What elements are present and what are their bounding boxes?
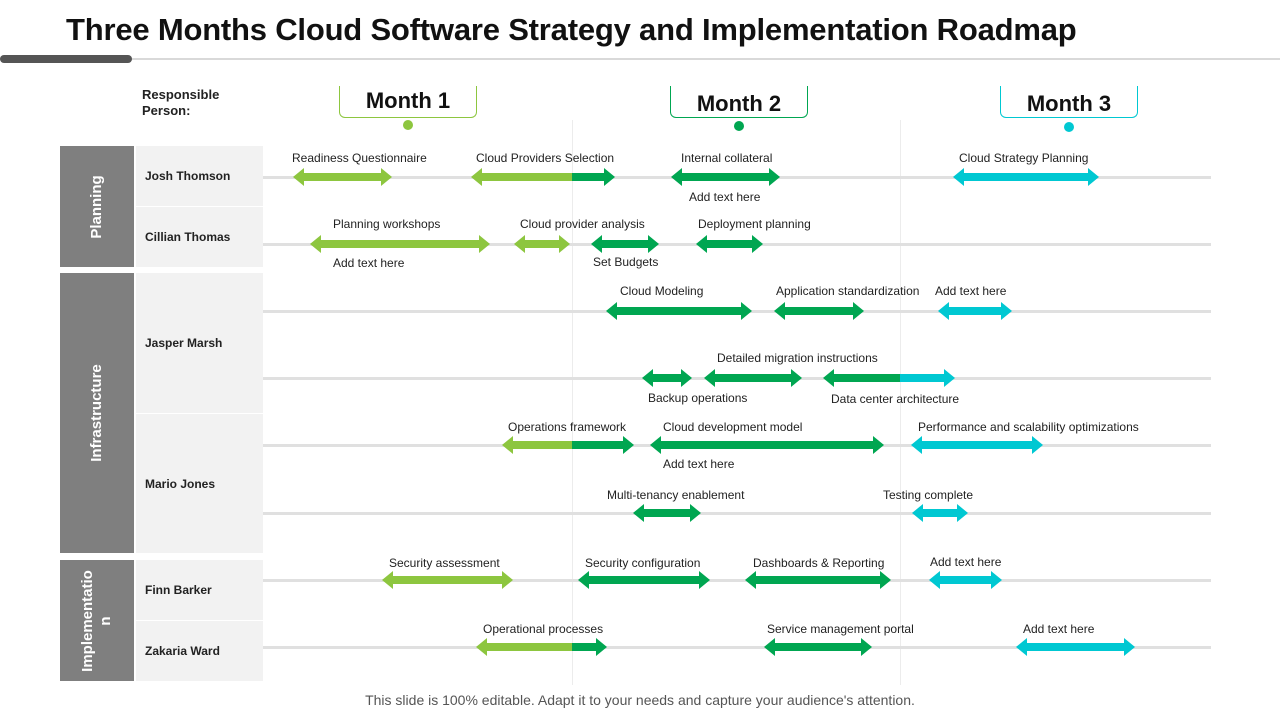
task-arrow	[310, 235, 490, 253]
task-label: Cloud provider analysis	[520, 217, 645, 231]
person-cell: Zakaria Ward	[136, 621, 263, 681]
row-track	[263, 579, 1211, 582]
task-label: Backup operations	[648, 391, 748, 405]
task-label: Testing complete	[883, 488, 974, 502]
task-label: Security configuration	[585, 556, 701, 570]
task-arrow	[929, 571, 1002, 589]
task-arrow	[642, 369, 692, 387]
task-arrow	[1016, 638, 1135, 656]
task-label: Add text here	[689, 190, 761, 204]
month-1-header: Month 1	[339, 86, 477, 130]
task-label: Internal collateral	[681, 151, 773, 165]
task-arrow	[471, 168, 572, 186]
task-label: Service management portal	[767, 622, 914, 636]
person-cell: Jasper Marsh	[136, 273, 263, 413]
person-name: Josh Thomson	[145, 169, 231, 183]
task-arrow	[696, 235, 763, 253]
task-arrow	[774, 302, 864, 320]
row-track	[263, 646, 1211, 649]
task-arrow	[704, 369, 802, 387]
task-label: Detailed migration instructions	[717, 351, 878, 365]
task-label: Security assessment	[389, 556, 500, 570]
month-divider-1	[572, 120, 573, 685]
task-arrow	[912, 504, 968, 522]
task-label: Add text here	[663, 457, 735, 471]
task-label: Cloud Providers Selection	[476, 151, 615, 165]
month-3-header: Month 3	[1000, 86, 1138, 132]
category-planning: Planning	[60, 146, 134, 267]
month-3-label: Month 3	[1026, 91, 1112, 116]
task-arrow	[938, 302, 1012, 320]
task-arrow	[572, 436, 634, 454]
task-label: Add text here	[935, 284, 1007, 298]
category-infrastructure: Infrastructure	[60, 273, 134, 553]
task-arrow	[953, 168, 1099, 186]
row-track	[263, 512, 1211, 515]
month-2-label: Month 2	[696, 91, 782, 116]
person-cell: Finn Barker	[136, 560, 263, 620]
task-arrow	[572, 638, 607, 656]
task-label: Planning workshops	[333, 217, 441, 231]
task-label: Cloud Modeling	[620, 284, 704, 298]
page-title: Three Months Cloud Software Strategy and…	[66, 12, 1077, 47]
category-implementation: Implementatio n	[60, 560, 134, 681]
task-label: Add text here	[1023, 622, 1095, 636]
title-underline	[0, 58, 1280, 60]
task-arrow	[476, 638, 572, 656]
task-arrow	[911, 436, 1043, 454]
person-cell: Mario Jones	[136, 414, 263, 553]
footer-note: This slide is 100% editable. Adapt it to…	[365, 692, 915, 708]
task-label: Performance and scalability optimization…	[918, 420, 1139, 434]
task-arrow	[823, 369, 900, 387]
month-3-dot	[1064, 122, 1074, 132]
title-accent-bar	[0, 55, 132, 63]
person-cell: Cillian Thomas	[136, 207, 263, 267]
month-2-header: Month 2	[670, 86, 808, 131]
task-label: Add text here	[333, 256, 405, 270]
person-name: Cillian Thomas	[145, 230, 231, 244]
task-label: Multi-tenancy enablement	[607, 488, 745, 502]
task-label: Cloud development model	[663, 420, 803, 434]
task-arrow	[764, 638, 872, 656]
person-name: Zakaria Ward	[145, 644, 220, 658]
task-arrow	[671, 168, 780, 186]
task-arrow	[572, 168, 615, 186]
task-arrow	[502, 436, 572, 454]
person-cell: Josh Thomson	[136, 146, 263, 206]
task-label: Deployment planning	[698, 217, 811, 231]
task-arrow	[900, 369, 955, 387]
task-label: Dashboards & Reporting	[753, 556, 885, 570]
task-arrow	[633, 504, 701, 522]
task-label: Application standardization	[776, 284, 920, 298]
task-label: Add text here	[930, 555, 1002, 569]
person-name: Jasper Marsh	[145, 336, 223, 350]
month-1-label: Month 1	[365, 88, 451, 113]
task-arrow	[382, 571, 513, 589]
task-arrow	[745, 571, 891, 589]
task-arrow	[578, 571, 710, 589]
task-label: Operations framework	[508, 420, 627, 434]
task-label: Set Budgets	[593, 255, 659, 269]
month-divider-2	[900, 120, 901, 685]
task-label: Operational processes	[483, 622, 604, 636]
task-arrow	[650, 436, 884, 454]
task-arrow	[606, 302, 752, 320]
person-name: Finn Barker	[145, 583, 212, 597]
month-2-dot	[734, 121, 744, 131]
task-arrow	[591, 235, 659, 253]
task-label: Readiness Questionnaire	[292, 151, 427, 165]
month-1-dot	[403, 120, 413, 130]
task-label: Data center architecture	[831, 392, 960, 406]
task-label: Cloud Strategy Planning	[959, 151, 1089, 165]
person-name: Mario Jones	[145, 476, 216, 491]
task-arrow	[293, 168, 392, 186]
responsible-person-label: Responsible Person:	[142, 87, 220, 118]
task-arrow	[514, 235, 570, 253]
